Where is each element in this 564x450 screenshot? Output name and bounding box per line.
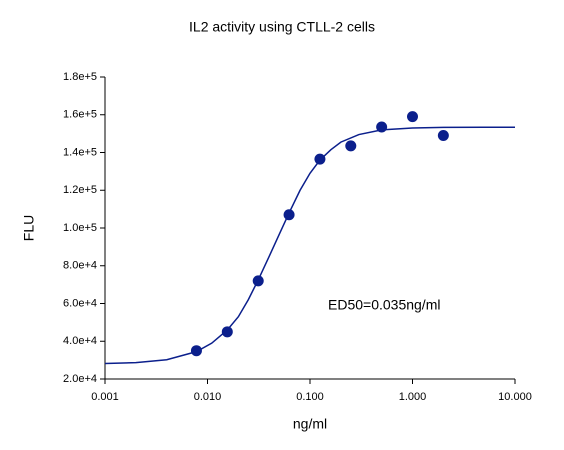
x-tick-label: 0.001 — [91, 391, 119, 403]
data-point — [407, 111, 418, 123]
data-point — [252, 275, 264, 287]
x-tick-label: 0.100 — [296, 391, 324, 403]
x-tick-label: 10.000 — [498, 391, 532, 403]
x-axis-label: ng/ml — [293, 416, 327, 432]
data-point — [376, 121, 388, 133]
y-tick-label: 4.0e+4 — [63, 335, 97, 347]
fit-curve — [104, 126, 515, 365]
y-tick-label: 1.6e+5 — [63, 109, 97, 121]
y-tick-label: 1.8e+5 — [63, 71, 97, 83]
data-point — [437, 130, 449, 142]
data-point — [283, 209, 295, 221]
y-tick-label: 1.0e+5 — [63, 222, 97, 234]
data-point — [345, 140, 357, 152]
annotation: ED50=0.035ng/ml — [328, 297, 440, 313]
y-axis-label: FLU — [21, 215, 37, 241]
x-tick-label: 0.010 — [194, 391, 222, 403]
data-point — [190, 345, 202, 357]
x-tick-label: 1.000 — [399, 391, 427, 403]
data-point — [314, 153, 326, 165]
y-tick-label: 1.4e+5 — [63, 146, 97, 158]
chart-title: IL2 activity using CTLL-2 cells — [189, 19, 375, 35]
y-tick-label: 6.0e+4 — [63, 297, 97, 309]
data-point — [221, 326, 233, 338]
y-tick-label: 2.0e+4 — [63, 373, 97, 385]
y-tick-label: 8.0e+4 — [63, 260, 97, 272]
y-tick-label: 1.2e+5 — [63, 184, 97, 196]
